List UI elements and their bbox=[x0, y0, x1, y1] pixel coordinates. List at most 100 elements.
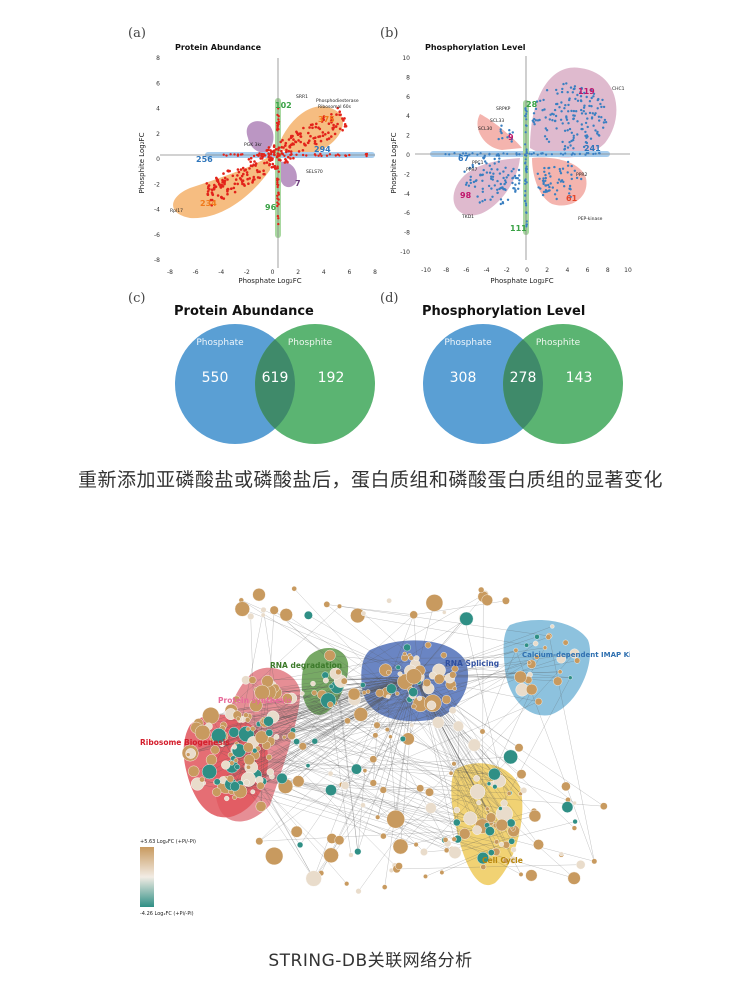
network-node bbox=[463, 811, 478, 826]
scatter-point bbox=[256, 170, 259, 174]
network-edge bbox=[357, 770, 366, 852]
x-tick-label: 4 bbox=[565, 267, 569, 274]
y-tick-label: 4 bbox=[156, 106, 160, 113]
network-node bbox=[392, 838, 409, 855]
scatter-point bbox=[518, 174, 521, 177]
scatter-point bbox=[301, 149, 305, 152]
network-node bbox=[386, 683, 397, 694]
scatter-point bbox=[556, 181, 559, 184]
network-node bbox=[571, 825, 578, 831]
region-b-q4 bbox=[532, 157, 587, 206]
scatter-point bbox=[583, 104, 586, 107]
scatter-point bbox=[233, 182, 237, 186]
network-node bbox=[323, 601, 331, 608]
network-node bbox=[451, 836, 457, 842]
network-edge bbox=[423, 747, 520, 853]
scatter-point bbox=[258, 170, 261, 173]
network-node bbox=[567, 871, 581, 885]
network-edge bbox=[260, 785, 332, 856]
scatter-point bbox=[343, 117, 346, 120]
scatter-point bbox=[348, 153, 351, 157]
y-tick-label: 0 bbox=[406, 152, 410, 159]
scatter-point bbox=[532, 152, 535, 155]
scatter-point bbox=[325, 154, 329, 157]
scatter-point bbox=[525, 118, 528, 121]
scatter-point bbox=[561, 167, 565, 170]
network-node bbox=[424, 641, 432, 649]
venn-d-overlap bbox=[503, 339, 543, 429]
network-node bbox=[494, 839, 500, 845]
network-node bbox=[506, 790, 512, 796]
scatter-point bbox=[241, 166, 245, 170]
scatter-point bbox=[502, 152, 505, 155]
scatter-point bbox=[499, 198, 503, 201]
scatter-a-xticks: -8 -6 -4 -2 0 2 4 6 8 bbox=[167, 269, 377, 276]
network-node bbox=[453, 818, 461, 827]
network-node bbox=[327, 701, 334, 708]
network-edge bbox=[241, 599, 439, 723]
scatter-point bbox=[576, 93, 579, 97]
scatter-point bbox=[277, 191, 280, 195]
scatter-point bbox=[585, 134, 589, 137]
scatter-point bbox=[572, 117, 575, 120]
scatter-point bbox=[539, 187, 542, 190]
scatter-point bbox=[576, 99, 580, 102]
scatter-point bbox=[222, 197, 226, 200]
network-node bbox=[291, 586, 297, 592]
network-node bbox=[202, 707, 220, 725]
scatter-point bbox=[569, 195, 572, 199]
scatter-point bbox=[571, 91, 574, 94]
scatter-point bbox=[244, 168, 247, 171]
network-edge bbox=[262, 781, 511, 794]
scatter-point bbox=[252, 154, 256, 158]
scatter-point bbox=[584, 153, 587, 156]
network-edge bbox=[291, 676, 416, 699]
scatter-point bbox=[556, 92, 559, 95]
scatter-point bbox=[500, 131, 503, 135]
network-node bbox=[413, 655, 420, 662]
scatter-point bbox=[330, 113, 333, 116]
scatter-point bbox=[589, 88, 593, 92]
scatter-point bbox=[292, 143, 295, 146]
scatter-point bbox=[512, 167, 515, 171]
scatter-point bbox=[252, 163, 255, 166]
network-edge bbox=[222, 668, 456, 781]
network-node bbox=[432, 716, 445, 729]
x-tick-label: -8 bbox=[167, 269, 173, 276]
network-node bbox=[373, 721, 381, 729]
scatter-point bbox=[592, 95, 595, 98]
scatter-point bbox=[497, 137, 500, 141]
network-node bbox=[224, 795, 230, 802]
scatter-point bbox=[538, 118, 541, 122]
network-node bbox=[409, 722, 415, 728]
scatter-point bbox=[537, 186, 540, 189]
cluster-label-calcium-kinases: Calcium-dependent IMAP Kinases bbox=[522, 651, 630, 659]
network-node bbox=[452, 720, 464, 732]
scatter-point bbox=[229, 153, 232, 156]
network-node bbox=[340, 677, 348, 685]
network-edge bbox=[373, 693, 380, 784]
scatter-point bbox=[268, 153, 271, 157]
scatter-point bbox=[276, 129, 279, 132]
scatter-point bbox=[334, 125, 338, 128]
network-node bbox=[365, 689, 371, 694]
network-node bbox=[384, 727, 390, 733]
x-tick-label: -8 bbox=[443, 267, 449, 274]
scatter-point bbox=[306, 141, 310, 145]
network-node bbox=[472, 825, 482, 835]
y-tick-label: -4 bbox=[154, 207, 160, 214]
scatter-point bbox=[314, 125, 318, 129]
scatter-point bbox=[511, 181, 514, 185]
network-edge bbox=[256, 689, 478, 831]
network-edge bbox=[474, 744, 524, 791]
scatter-point bbox=[277, 183, 280, 187]
network-node bbox=[372, 732, 379, 739]
scatter-point bbox=[301, 153, 305, 157]
scatter-point bbox=[260, 154, 263, 158]
scatter-point bbox=[321, 131, 325, 134]
scatter-point bbox=[334, 154, 337, 157]
scatter-point bbox=[573, 87, 576, 90]
venn-d-right-only: 143 bbox=[566, 370, 593, 386]
scatter-point bbox=[258, 176, 261, 180]
scatter-point bbox=[240, 174, 244, 178]
